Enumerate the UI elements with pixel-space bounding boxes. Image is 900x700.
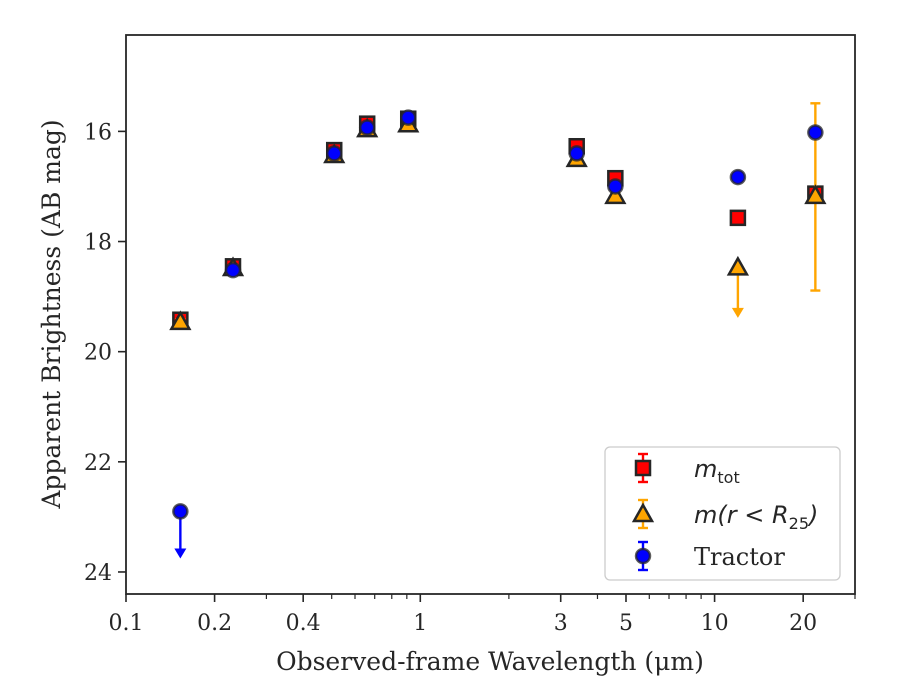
y-tick-label: 22 (84, 451, 112, 476)
plot-frame (125, 34, 856, 595)
x-tick-label: 0.1 (109, 611, 144, 636)
tractor-point (568, 145, 585, 162)
x-tick-label: 3 (554, 611, 568, 636)
series-tractor (172, 109, 824, 559)
legend: mtot m(r < R25) Tractor (604, 446, 841, 581)
y-tick-label: 24 (84, 561, 112, 586)
x-tick-label: 5 (619, 611, 633, 636)
tractor-point (172, 503, 189, 520)
mr25-point (169, 310, 192, 331)
y-axis-label: Apparent Brightness (AB mag) (37, 119, 66, 509)
tractor-point (358, 119, 376, 136)
legend-label: mtot (694, 455, 740, 487)
legend-label: Tractor (694, 543, 785, 571)
x-tick-label: 1 (413, 611, 427, 636)
x-tick-label: 0.2 (197, 611, 232, 636)
tractor-point (325, 145, 343, 162)
y-tick-label: 20 (84, 341, 112, 366)
mr25-point (804, 184, 827, 205)
x-tick-label: 10 (701, 611, 729, 636)
legend-entry-mtot: mtot (634, 452, 740, 487)
legend-entry-tractor: Tractor (634, 540, 785, 572)
mtot-point (729, 209, 747, 227)
series-mtot (172, 110, 824, 328)
legend-box (604, 446, 841, 581)
tractor-point (729, 168, 747, 186)
tractor-point (607, 178, 624, 195)
tractor-point (399, 109, 417, 126)
y-tick-label: 18 (84, 231, 112, 256)
y-axis: 16 18 20 22 24 (84, 120, 126, 586)
legend-marker (634, 547, 652, 565)
mr25-point (604, 184, 627, 205)
plot-marks (169, 102, 827, 559)
x-axis: 0.1 0.2 0.4 1 3 5 10 20 (109, 594, 856, 636)
tractor-point (224, 261, 242, 279)
tractor-point (807, 124, 824, 141)
series-mr25 (169, 102, 827, 331)
x-axis-label: Observed-frame Wavelength (μm) (276, 647, 704, 676)
y-tick-label: 16 (84, 120, 112, 145)
x-tick-label: 0.4 (286, 611, 321, 636)
legend-marker (631, 502, 655, 523)
legend-marker (634, 459, 652, 477)
mr25-point (726, 255, 750, 276)
legend-entry-mr25: m(r < R25) (631, 498, 818, 533)
x-tick-label: 20 (789, 611, 817, 636)
legend-label: m(r < R25) (694, 501, 818, 533)
